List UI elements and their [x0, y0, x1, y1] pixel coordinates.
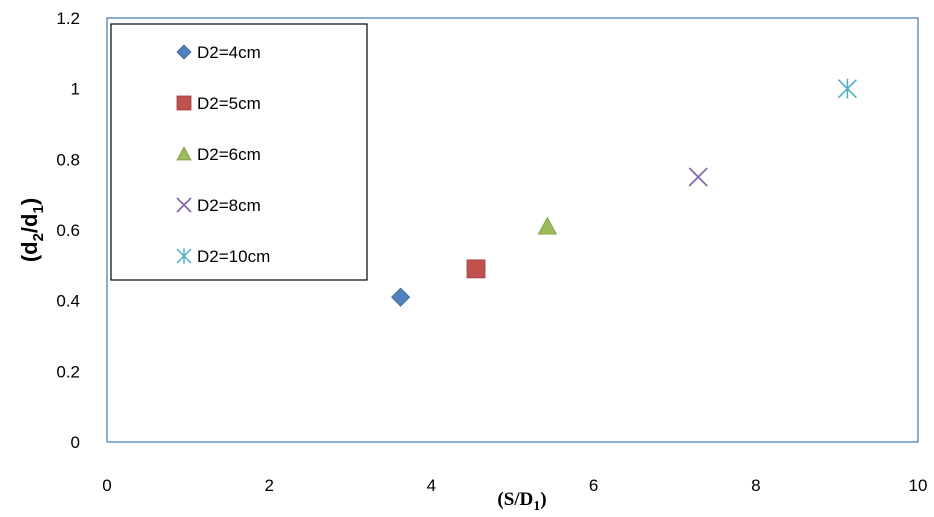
data-point-diamond [391, 287, 411, 307]
data-point-asterisk [837, 78, 857, 99]
legend-label: D2=8cm [197, 196, 261, 215]
legend-marker-asterisk [176, 248, 192, 264]
data-point-square [466, 259, 486, 279]
x-tick-label: 8 [751, 476, 760, 495]
x-tick-label: 10 [909, 476, 928, 495]
x-axis-title-main: (S/D [497, 489, 533, 510]
data-points [391, 78, 857, 307]
x-axis-title-sub: 1 [533, 499, 540, 514]
legend-marker-square [176, 95, 192, 111]
x-axis-title: (S/D1) [497, 489, 546, 514]
y-axis-title-close: ) [17, 198, 42, 205]
y-axis-ticks: 0 0.2 0.4 0.6 0.8 1 1.2 [56, 9, 80, 452]
y-axis-title-sub1: 2 [30, 233, 47, 241]
x-tick-label: 6 [589, 476, 598, 495]
legend-label: D2=4cm [197, 43, 261, 62]
x-axis-title-close: ) [540, 489, 546, 510]
legend-marker-diamond [176, 44, 192, 60]
y-axis-title-sub2: 1 [30, 205, 47, 213]
y-axis-title: (d2/d1) [17, 198, 47, 262]
y-axis-title-open: (d [17, 241, 42, 262]
data-point-triangle [537, 216, 558, 235]
y-axis-title-mid: /d [17, 214, 42, 234]
y-tick-label: 0 [71, 433, 80, 452]
legend-marker-x [176, 197, 192, 213]
y-tick-label: 0.8 [56, 150, 80, 169]
y-tick-label: 0.2 [56, 362, 80, 381]
y-tick-label: 1 [71, 80, 80, 99]
x-axis-ticks: 0 2 4 6 8 10 [102, 476, 927, 495]
data-point-x [688, 167, 708, 187]
x-tick-label: 0 [102, 476, 111, 495]
y-tick-label: 0.6 [56, 221, 80, 240]
legend-marker-triangle [176, 146, 192, 161]
y-tick-label: 0.4 [56, 292, 80, 311]
legend-label: D2=10cm [197, 247, 270, 266]
y-tick-label: 1.2 [56, 9, 80, 28]
legend-box [110, 23, 368, 281]
x-tick-label: 4 [427, 476, 436, 495]
x-tick-label: 2 [264, 476, 273, 495]
legend: D2=4cm D2=5cm D2=6cm D2=8cm D2=10cm [110, 23, 368, 281]
legend-label: D2=6cm [197, 145, 261, 164]
legend-label: D2=5cm [197, 94, 261, 113]
